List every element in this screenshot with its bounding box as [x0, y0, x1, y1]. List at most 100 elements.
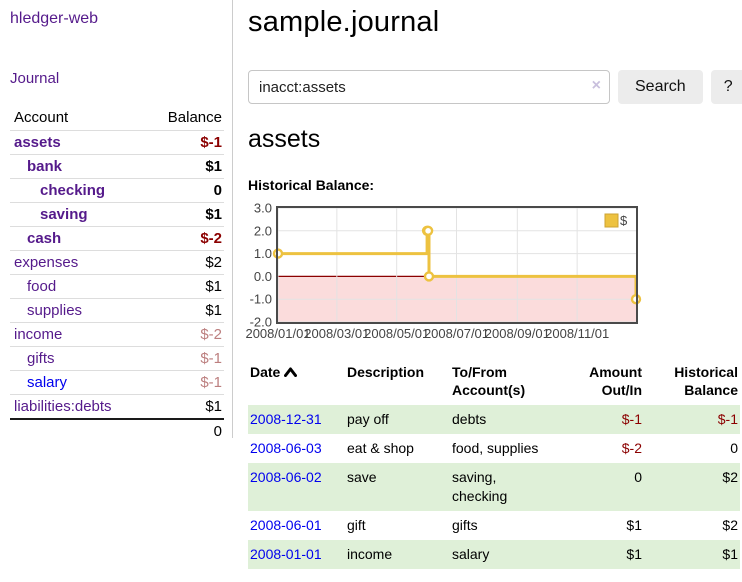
register-cell-description: income — [347, 546, 393, 562]
register-date-link[interactable]: 2008-06-03 — [250, 440, 322, 456]
register-header-date[interactable]: Date — [248, 359, 345, 405]
register-cell-accounts: salary — [452, 546, 490, 562]
register-header-description: Description — [347, 364, 425, 380]
svg-text:$: $ — [620, 213, 628, 228]
register-cell-date: 2008-12-31 — [248, 405, 345, 434]
svg-text:2.0: 2.0 — [254, 223, 272, 238]
svg-text:2008/03/01: 2008/03/01 — [304, 326, 369, 341]
sidebar-account-income[interactable]: income — [14, 326, 63, 343]
register-table: Date Description To/From Account(s) Amount … — [248, 359, 740, 569]
register-date-link[interactable]: 2008-06-02 — [250, 469, 322, 485]
svg-text:2008/11/01: 2008/11/01 — [545, 326, 609, 341]
register-date-link[interactable]: 2008-06-01 — [250, 517, 322, 533]
sidebar-item-journal[interactable]: Journal — [10, 70, 60, 87]
accounts-table: Account Balance assets $-1 bank $1 checking 0… — [10, 106, 224, 443]
svg-text:-1.0: -1.0 — [250, 292, 272, 307]
sidebar-account-row: assets $-1 — [10, 130, 224, 155]
sidebar-account-bank[interactable]: bank — [27, 158, 63, 175]
account-balance: $-1 — [145, 130, 224, 155]
account-heading: assets — [248, 125, 321, 153]
account-balance: $1 — [145, 154, 224, 179]
svg-text:2008/05/01: 2008/05/01 — [364, 326, 429, 341]
register-header-historical-balance: Historical Balance — [674, 364, 738, 398]
sort-ascending-icon — [284, 367, 298, 377]
register-cell-description: save — [347, 469, 377, 485]
svg-text:0.0: 0.0 — [254, 269, 272, 284]
table-row: 2008-12-31 pay off debts $-1 $-1 — [248, 405, 740, 434]
register-cell-date: 2008-06-02 — [248, 463, 345, 511]
register-cell-date: 2008-06-01 — [248, 511, 345, 540]
sidebar-account-row: salary $-1 — [10, 370, 224, 395]
sidebar: hledger-web Journal Account Balance asse… — [0, 0, 233, 443]
sidebar-account-row: gifts $-1 — [10, 346, 224, 371]
account-balance: $1 — [145, 298, 224, 323]
clear-search-icon[interactable]: × — [591, 77, 601, 94]
register-cell-accounts: saving, checking — [452, 469, 508, 504]
register-header-row: Date Description To/From Account(s) Amount … — [248, 359, 740, 405]
search-input-wrapper: × — [248, 70, 610, 104]
register-cell-accounts: gifts — [452, 517, 478, 533]
register-cell-balance: 0 — [730, 440, 738, 456]
sidebar-account-checking[interactable]: checking — [40, 182, 106, 199]
svg-text:1.0: 1.0 — [254, 246, 272, 261]
account-balance: $-2 — [145, 226, 224, 251]
table-row: 2008-01-01 income salary $1 $1 — [248, 540, 740, 569]
register-cell-amount: $-1 — [621, 411, 642, 427]
register-cell-description: pay off — [347, 411, 389, 427]
register-cell-amount: $1 — [626, 517, 642, 533]
register-cell-accounts: food, supplies — [452, 440, 539, 456]
svg-text:-2.0: -2.0 — [250, 315, 272, 330]
account-balance: $1 — [145, 394, 224, 419]
svg-text:2008/09/01: 2008/09/01 — [485, 326, 550, 341]
search-button[interactable]: Search — [618, 70, 703, 104]
page-title: sample.journal — [248, 6, 440, 38]
chart-legend: $ — [604, 213, 628, 228]
register-date-link[interactable]: 2008-12-31 — [250, 411, 322, 427]
register-cell-date: 2008-06-03 — [248, 434, 345, 463]
sidebar-account-gifts[interactable]: gifts — [27, 350, 55, 367]
main-content: sample.journal × Search ? assets Histori… — [233, 0, 742, 582]
search-input[interactable] — [248, 70, 610, 104]
sidebar-account-expenses[interactable]: expenses — [14, 254, 79, 271]
account-balance: $-1 — [145, 346, 224, 371]
sidebar-account-row: food $1 — [10, 274, 224, 299]
svg-text:2008/07/01: 2008/07/01 — [424, 326, 489, 341]
register-cell-balance: $2 — [722, 517, 738, 533]
sidebar-account-food[interactable]: food — [27, 278, 57, 295]
sidebar-account-row: liabilities:debts $1 — [10, 394, 224, 419]
accounts-header-balance: Balance — [167, 109, 222, 126]
accounts-header-account: Account — [14, 109, 69, 126]
svg-text:2008/01/01: 2008/01/01 — [245, 326, 310, 341]
sidebar-account-supplies[interactable]: supplies — [27, 302, 83, 319]
register-cell-date: 2008-01-01 — [248, 540, 345, 569]
register-cell-balance: $1 — [722, 546, 738, 562]
sidebar-account-salary[interactable]: salary — [27, 374, 68, 391]
table-row: 2008-06-03 eat & shop food, supplies $-2 0 — [248, 434, 740, 463]
register-cell-balance: $2 — [722, 469, 738, 485]
sidebar-account-assets[interactable]: assets — [14, 134, 61, 151]
table-row: 2008-06-01 gift gifts $1 $2 — [248, 511, 740, 540]
table-row: 2008-06-02 save saving, checking 0 $2 — [248, 463, 740, 511]
account-balance: 0 — [145, 178, 224, 203]
account-balance: $-2 — [145, 322, 224, 347]
register-date-link[interactable]: 2008-01-01 — [250, 546, 322, 562]
search-bar: × Search ? — [248, 70, 742, 104]
register-cell-amount: 0 — [634, 469, 642, 485]
register-cell-accounts: debts — [452, 411, 487, 427]
sidebar-account-row: bank $1 — [10, 154, 224, 179]
brand-link[interactable]: hledger-web — [10, 10, 99, 27]
sidebar-account-cash[interactable]: cash — [27, 230, 62, 247]
account-balance: $2 — [145, 250, 224, 275]
sidebar-account-liabilities:debts[interactable]: liabilities:debts — [14, 398, 112, 415]
sidebar-account-saving[interactable]: saving — [40, 206, 88, 223]
help-button[interactable]: ? — [710, 70, 742, 104]
register-header-amount-out-in: Amount Out/In — [589, 364, 642, 398]
register-cell-description: eat & shop — [347, 440, 414, 456]
accounts-total-spacer — [10, 418, 146, 443]
sidebar-account-row: expenses $2 — [10, 250, 224, 275]
account-balance: $-1 — [145, 370, 224, 395]
sidebar-account-row: checking 0 — [10, 178, 224, 203]
accounts-header-row: Account Balance — [10, 106, 224, 131]
register-cell-amount: $-2 — [621, 440, 642, 456]
sidebar-account-row: saving $1 — [10, 202, 224, 227]
